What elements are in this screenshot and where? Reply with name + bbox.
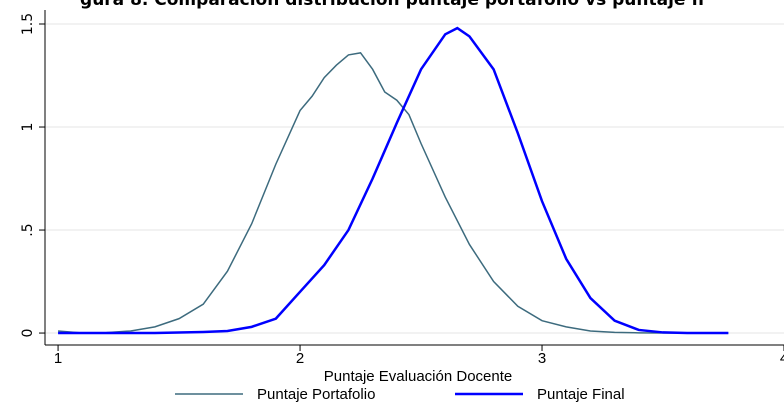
y-tick-label: .5 — [20, 223, 36, 236]
y-tick-label: 1 — [20, 123, 36, 132]
density-line — [58, 26, 729, 335]
x-tick-label: 2 — [296, 350, 304, 367]
x-tick-label: 1 — [54, 350, 62, 367]
legend-label: Puntaje Portafolio — [257, 386, 375, 403]
y-tick-label: 1.5 — [20, 13, 36, 35]
legend-label: Puntaje Final — [537, 386, 625, 403]
x-axis-label: Puntaje Evaluación Docente — [324, 368, 512, 385]
y-tick-label: 0 — [20, 329, 36, 338]
density-line — [58, 52, 729, 334]
x-tick-label: 3 — [538, 350, 546, 367]
x-tick-label: 4 — [780, 350, 784, 367]
chart-title: gura 8. Comparación distribución puntaje… — [80, 0, 704, 10]
